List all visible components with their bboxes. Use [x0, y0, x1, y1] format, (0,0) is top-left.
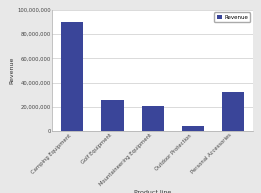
Bar — [182, 126, 204, 131]
Bar — [102, 100, 123, 131]
Bar — [222, 92, 244, 131]
Legend: Revenue: Revenue — [214, 12, 250, 22]
Y-axis label: Revenue: Revenue — [9, 57, 14, 84]
Bar — [61, 22, 84, 131]
Bar — [142, 106, 164, 131]
X-axis label: Product line: Product line — [134, 190, 171, 193]
